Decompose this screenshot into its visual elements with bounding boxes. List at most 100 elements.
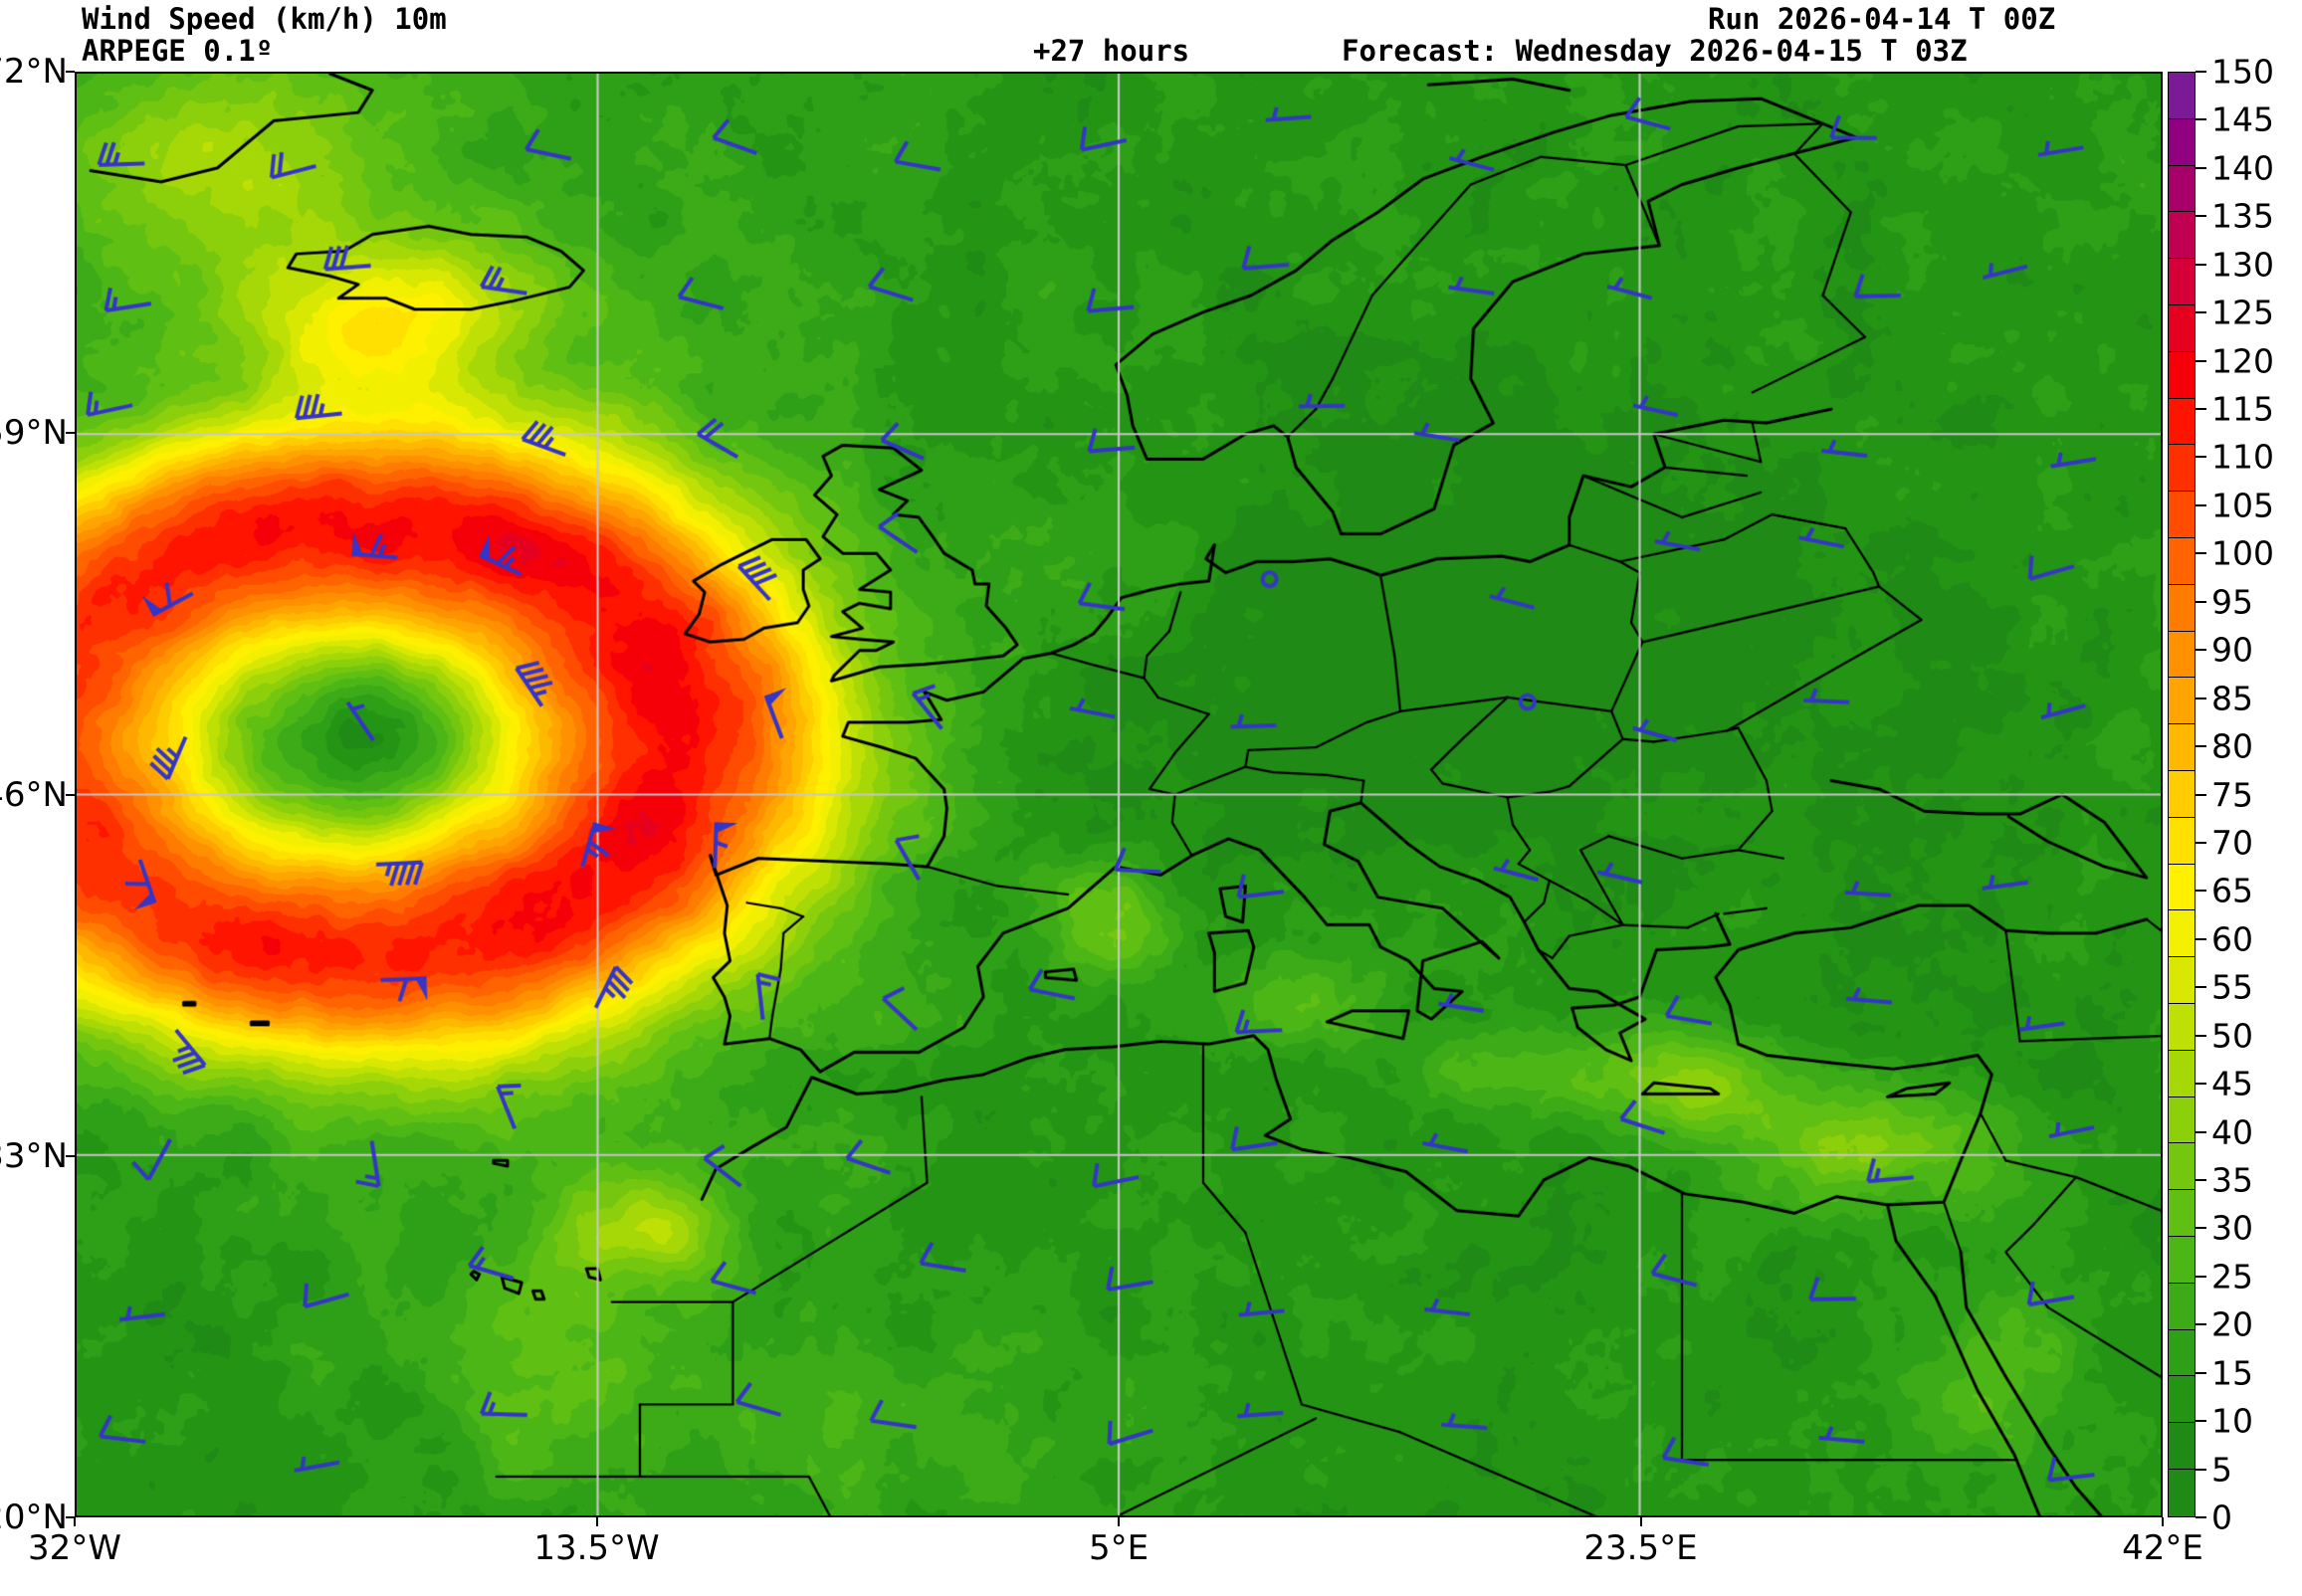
colorbar-tick [2196, 1275, 2206, 1278]
x-axis-label: 42°E [2122, 1528, 2203, 1568]
lead-time-label: +27 hours [1033, 34, 1190, 68]
colorbar-tick-label: 5 [2211, 1450, 2232, 1490]
model-label: ARPEGE 0.1º [82, 34, 274, 68]
colorbar-tick [2196, 456, 2206, 459]
colorbar-tick [2196, 311, 2206, 314]
colorbar-tick-label: 20 [2211, 1304, 2253, 1344]
colorbar-tick-label: 135 [2211, 196, 2274, 236]
colorbar-tick [2196, 1178, 2206, 1181]
colorbar-band [2169, 73, 2195, 119]
header-bar: Wind Speed (km/h) 10m ARPEGE 0.1º +27 ho… [0, 0, 2302, 72]
colorbar-band [2169, 304, 2195, 352]
colorbar-tick [2196, 552, 2206, 555]
colorbar-band [2169, 770, 2195, 818]
y-axis-tick [66, 432, 75, 435]
wind-speed-raster [77, 74, 2161, 1515]
colorbar-band [2169, 910, 2195, 958]
colorbar-tick-label: 70 [2211, 823, 2253, 863]
colorbar-tick [2196, 503, 2206, 506]
colorbar-tick-label: 120 [2211, 341, 2274, 381]
colorbar-tick-label: 130 [2211, 245, 2274, 285]
y-axis-tick [66, 71, 75, 73]
colorbar-tick-label: 25 [2211, 1257, 2253, 1297]
colorbar-band [2169, 584, 2195, 632]
colorbar-tick [2196, 1323, 2206, 1326]
y-axis-label: 46°N [0, 774, 68, 815]
colorbar-tick-label: 55 [2211, 967, 2253, 1007]
colorbar-tick [2196, 1371, 2206, 1374]
colorbar-tick-label: 50 [2211, 1016, 2253, 1056]
x-axis-tick [2162, 1517, 2164, 1526]
colorbar-band [2169, 212, 2195, 260]
colorbar-band [2169, 957, 2195, 1004]
colorbar-band [2169, 817, 2195, 865]
x-axis-tick [595, 1517, 598, 1526]
colorbar-tick-label: 140 [2211, 148, 2274, 188]
y-axis-label: 72°N [0, 52, 68, 92]
colorbar-tick-label: 60 [2211, 919, 2253, 959]
colorbar-band [2169, 1050, 2195, 1097]
colorbar-tick [2196, 649, 2206, 652]
colorbar-band [2169, 1376, 2195, 1424]
colorbar-tick [2196, 1516, 2206, 1518]
colorbar-tick [2196, 1227, 2206, 1230]
colorbar-band [2169, 724, 2195, 771]
x-axis-tick [1639, 1517, 1642, 1526]
colorbar-tick [2196, 1034, 2206, 1037]
colorbar-tick-label: 35 [2211, 1160, 2253, 1200]
y-axis-tick [66, 793, 75, 796]
colorbar-tick-label: 105 [2211, 486, 2274, 525]
y-axis-label: 59°N [0, 413, 68, 454]
colorbar-tick [2196, 359, 2206, 362]
forecast-time-label: Forecast: Wednesday 2026-04-15 T 03Z [1342, 34, 1968, 68]
x-axis-label: 32°W [28, 1528, 121, 1568]
colorbar-band [2169, 351, 2195, 399]
colorbar-tick-label: 115 [2211, 389, 2274, 429]
y-axis-label: 20°N [0, 1497, 68, 1537]
colorbar-tick-label: 40 [2211, 1112, 2253, 1152]
x-axis-tick [1118, 1517, 1120, 1526]
y-axis-label: 33°N [0, 1135, 68, 1176]
x-axis-label: 5°E [1088, 1528, 1150, 1568]
colorbar-tick-label: 10 [2211, 1401, 2253, 1441]
colorbar-tick [2196, 1468, 2206, 1471]
colorbar-tick [2196, 118, 2206, 121]
x-axis-tick [74, 1517, 76, 1526]
forecast-map[interactable] [75, 72, 2163, 1517]
colorbar-band [2169, 1283, 2195, 1330]
colorbar-tick [2196, 1083, 2206, 1086]
colorbar-band [2169, 1469, 2195, 1516]
page-title: Wind Speed (km/h) 10m [82, 2, 447, 36]
colorbar-band [2169, 1003, 2195, 1051]
colorbar-band [2169, 537, 2195, 585]
colorbar-band [2169, 165, 2195, 213]
colorbar-tick-label: 100 [2211, 533, 2274, 573]
colorbar-tick-label: 75 [2211, 775, 2253, 814]
y-axis-tick [66, 1154, 75, 1157]
colorbar-tick-label: 0 [2211, 1497, 2232, 1537]
colorbar-tick [2196, 697, 2206, 699]
colorbar-band [2169, 1097, 2195, 1144]
colorbar-tick [2196, 986, 2206, 989]
colorbar-tick [2196, 1130, 2206, 1133]
colorbar-band [2169, 1143, 2195, 1191]
colorbar-tick [2196, 408, 2206, 411]
colorbar-tick [2196, 890, 2206, 893]
colorbar-tick [2196, 793, 2206, 796]
colorbar-tick-label: 45 [2211, 1064, 2253, 1103]
colorbar-band [2169, 864, 2195, 911]
colorbar-band [2169, 1190, 2195, 1237]
colorbar-tick-label: 80 [2211, 726, 2253, 766]
colorbar-band [2169, 398, 2195, 446]
colorbar-tick-label: 125 [2211, 293, 2274, 332]
colorbar-tick [2196, 937, 2206, 940]
colorbar-band [2169, 1236, 2195, 1284]
colorbar-tick-label: 95 [2211, 582, 2253, 622]
colorbar-tick-label: 65 [2211, 871, 2253, 910]
colorbar-band [2169, 445, 2195, 493]
colorbar [2168, 72, 2196, 1517]
colorbar-band [2169, 259, 2195, 305]
colorbar-tick [2196, 600, 2206, 603]
colorbar-tick [2196, 1420, 2206, 1423]
colorbar-band [2169, 631, 2195, 679]
